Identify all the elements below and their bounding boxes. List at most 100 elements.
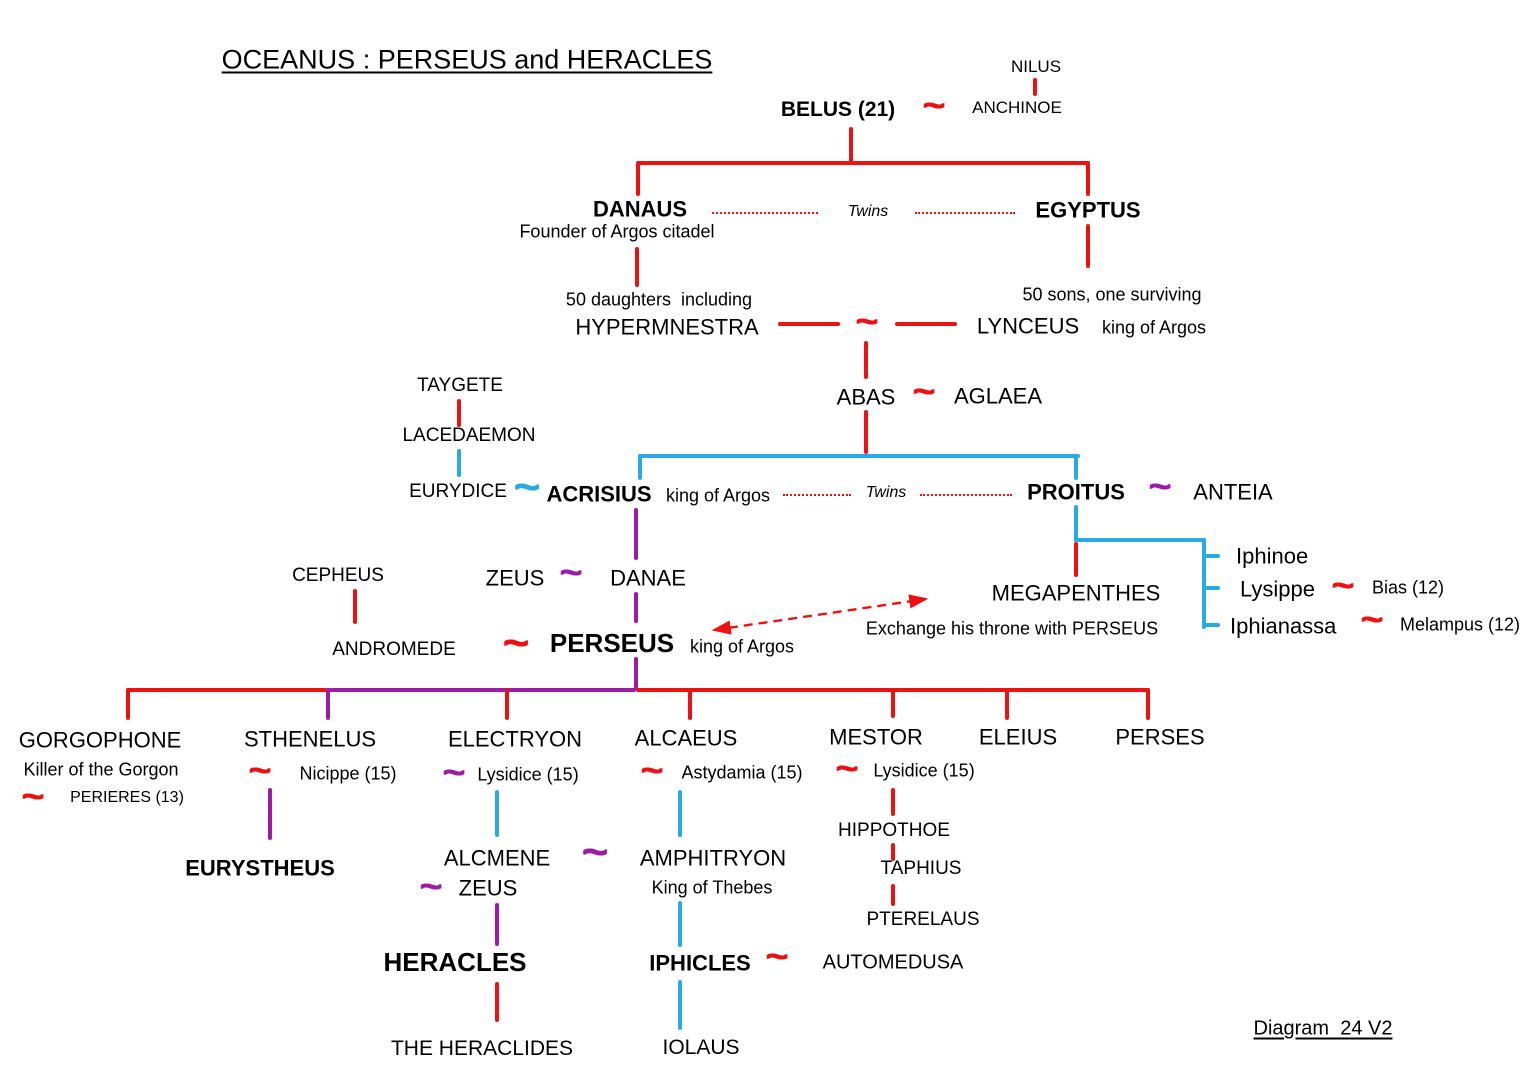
- node-lysidice-electryon: Lysidice (15): [477, 764, 579, 785]
- node-anchinoe: ANCHINOE: [972, 98, 1062, 118]
- line-cepheus-andromede: [353, 589, 357, 624]
- twins-label-top: Twins: [847, 202, 889, 220]
- marriage-tilde-icon: ~: [419, 865, 443, 908]
- node-taygete: TAYGETE: [417, 375, 503, 397]
- exchange-arrow-icon: [711, 594, 929, 635]
- node-alcaeus: ALCAEUS: [634, 725, 738, 751]
- node-alcmene: ALCMENE: [443, 845, 551, 871]
- line-nilus-anchinoe: [1033, 78, 1037, 96]
- line-acrisius-danae: [634, 508, 638, 560]
- drop-gorgophone: [126, 688, 130, 720]
- node-melampus: Melampus (12): [1400, 614, 1521, 635]
- line-alcaeus-amphitryon: [678, 790, 682, 837]
- line-lynceus-dash: [895, 322, 957, 326]
- line-belus-down: [849, 127, 853, 165]
- node-lysidice-mestor: Lysidice (15): [873, 760, 975, 781]
- node-egyptus: EGYPTUS: [1035, 197, 1141, 223]
- line-perseus-down: [634, 657, 638, 690]
- twins2-dotted-right: [920, 494, 1012, 496]
- node-hypermnestra: HYPERMNESTRA: [575, 314, 759, 340]
- children-bar-left: [126, 688, 328, 692]
- node-nicippe: Nicippe (15): [299, 763, 397, 784]
- acrisius-title: king of Argos: [665, 485, 771, 506]
- node-lynceus: LYNCEUS: [976, 313, 1080, 339]
- gorgophone-note: Killer of the Gorgon: [23, 759, 179, 780]
- marriage-tilde-icon: ~: [765, 935, 789, 978]
- node-eurystheus: EURYSTHEUS: [185, 855, 335, 881]
- marriage-tilde-icon: ~: [922, 84, 946, 127]
- lynceus-title: king of Argos: [1101, 317, 1207, 338]
- node-iphianassa: Iphianassa: [1230, 613, 1337, 639]
- node-iolaus: IOLAUS: [662, 1035, 740, 1059]
- node-hippothoe: HIPPOTHOE: [838, 820, 950, 842]
- twins-dotted-right: [915, 212, 1015, 214]
- line-to-megapenthes: [1074, 542, 1078, 577]
- node-lacedaemon: LACEDAEMON: [402, 425, 536, 447]
- marriage-tilde-icon: ~: [912, 370, 936, 413]
- node-abas: ABAS: [836, 384, 896, 410]
- line-proitus-down: [1074, 505, 1078, 542]
- node-acrisius: ACRISIUS: [546, 481, 652, 507]
- node-eleius: ELEIUS: [978, 724, 1058, 750]
- perseus-title: king of Argos: [689, 636, 795, 657]
- line-drop-egyptus: [1086, 161, 1090, 196]
- node-anteia: ANTEIA: [1193, 479, 1273, 505]
- tick-iphianassa: [1202, 623, 1220, 627]
- node-nilus: NILUS: [1010, 57, 1062, 77]
- node-perieres: PERIERES (13): [70, 788, 184, 806]
- node-iphicles: IPHICLES: [649, 950, 751, 976]
- line-abas-down: [864, 410, 868, 454]
- node-proitus: PROITUS: [1027, 479, 1125, 505]
- drop-alcaeus: [688, 688, 692, 720]
- node-taphius: TAPHIUS: [880, 858, 962, 880]
- line-drop-danaus: [636, 161, 640, 196]
- node-electryon: ELECTRYON: [447, 726, 583, 752]
- line-sthenelus-eurystheus: [268, 788, 272, 840]
- node-lysippe: Lysippe: [1240, 576, 1316, 602]
- line-danaus-daughters: [635, 247, 639, 287]
- node-amphitryon: AMPHITRYON: [639, 845, 787, 871]
- exchange-note: Exchange his throne with PERSEUS: [865, 618, 1159, 639]
- line-belus-children-bar: [638, 161, 1090, 165]
- marriage-tilde-icon: ~: [640, 749, 664, 792]
- marriage-tilde-icon: ~: [582, 827, 608, 877]
- node-gorgophone: GORGOPHONE: [18, 727, 182, 753]
- twins2-dotted-left: [783, 494, 851, 496]
- node-heracles: HERACLES: [383, 947, 527, 978]
- node-mestor: MESTOR: [829, 724, 923, 750]
- drop-electryon: [505, 688, 509, 720]
- marriage-tilde-icon: ~: [1331, 564, 1355, 607]
- children-bar-mid: [328, 688, 636, 692]
- line-proitus-daughters-bar: [1074, 538, 1205, 542]
- node-cepheus: CEPHEUS: [292, 565, 384, 587]
- diagram-version-label: Diagram 24 V2: [1253, 1017, 1393, 1040]
- page-title: OCEANUS : PERSEUS and HERACLES: [221, 44, 713, 75]
- line-electryon-alcmene: [495, 790, 499, 837]
- line-amphitryon-iphicles: [678, 901, 682, 947]
- egyptus-children-note: 50 sons, one surviving: [1022, 284, 1202, 305]
- node-pterelaus: PTERELAUS: [866, 909, 980, 931]
- line-drop-acrisius: [638, 454, 642, 480]
- line-heracles-heraclides: [495, 982, 499, 1022]
- line-taygete-lacedaemon: [457, 399, 461, 427]
- drop-sthenelus: [326, 688, 330, 720]
- marriage-tilde-icon: ~: [835, 747, 859, 790]
- line-danae-perseus: [634, 592, 638, 623]
- node-heraclides: THE HERACLIDES: [390, 1036, 574, 1060]
- drop-perses: [1146, 688, 1150, 720]
- line-egyptus-sons: [1086, 224, 1090, 268]
- node-eurydice: EURYDICE: [409, 481, 507, 503]
- node-perseus: PERSEUS: [549, 628, 675, 659]
- marriage-tilde-icon: ~: [1360, 598, 1384, 641]
- node-perses: PERSES: [1115, 724, 1205, 750]
- twins-dotted-left: [712, 212, 818, 214]
- line-lacedaemon-eurydice: [457, 449, 461, 477]
- line-hypermnestra-dash: [778, 322, 840, 326]
- line-abas-children-bar: [638, 454, 1080, 458]
- node-andromede: ANDROMEDE: [332, 639, 456, 661]
- line-daughters-vertical: [1202, 538, 1206, 629]
- line-iphicles-iolaus: [678, 980, 682, 1030]
- marriage-tilde-icon: ~: [559, 551, 583, 594]
- line-to-abas: [864, 341, 868, 379]
